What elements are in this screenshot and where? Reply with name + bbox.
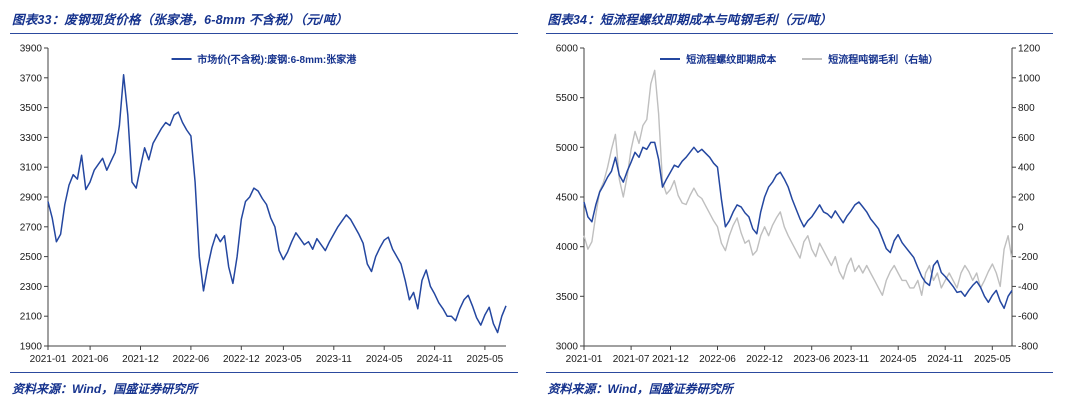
y-tick-label: 1900 — [20, 342, 43, 353]
x-tick-label: 2021-01 — [565, 354, 602, 365]
chart-svg: 3000350040004500500055006000-800-600-400… — [555, 44, 1041, 366]
chart34-legend: 短流程螺纹即期成本 短流程吨钢毛利（右轴） — [660, 51, 938, 66]
chart33-plot: 1900 2100 2300 2500 2700 2900 3100 3300 3500 3700… — [10, 36, 518, 370]
x-tick-label: 2021-12 — [122, 354, 159, 365]
chart33-legend: 市场价(不含税):废钢:6-8mm:张家港 — [171, 51, 356, 66]
y-tick-label: 4000 — [555, 242, 578, 253]
series-line — [582, 69, 1013, 296]
chart-svg: 1900 2100 2300 2500 2700 2900 3100 3300 3500 3700… — [20, 44, 507, 365]
chart-panel-scrap-price: 图表33：废钢现货价格（张家港，6-8mm 不含税）（元/吨） 市场价(不含税)… — [10, 7, 518, 399]
y-tick-label-right: 1200 — [1018, 44, 1041, 55]
series-line — [582, 141, 1013, 310]
chart34-area: 短流程螺纹即期成本 短流程吨钢毛利（右轴） 3000 3500 4000 4500 500… — [546, 36, 1054, 370]
legend-line-swatch — [171, 57, 192, 60]
y-tick-label: 3500 — [20, 103, 43, 114]
chart34-title-text: 图表34：短流程螺纹即期成本与吨钢毛利（元/吨） — [547, 13, 833, 27]
source-text: 资料来源：Wind，国盛证券研究所 — [547, 382, 733, 396]
x-tick-label: 2022-12 — [223, 354, 260, 365]
y-tick-label: 2700 — [20, 222, 43, 233]
y-tick-label: 3700 — [20, 73, 43, 84]
y-tick-label: 3500 — [555, 292, 578, 303]
y-tick-label: 5000 — [555, 143, 578, 154]
x-tick-label: 2022-06 — [699, 354, 736, 365]
legend-item: 短流程螺纹即期成本 — [660, 51, 776, 66]
x-tick-label: 2023-06 — [793, 354, 830, 365]
x-tick-label: 2023-11 — [316, 354, 352, 365]
legend-label: 市场价(不含税):废钢:6-8mm:张家港 — [197, 55, 357, 66]
y-tick-label: 3300 — [20, 133, 43, 144]
y-tick-label: 4500 — [555, 193, 578, 204]
x-tick-label: 2022-06 — [173, 354, 210, 365]
chart34-plot: 3000 3500 4000 4500 5000 5500 6000 -800 -600 -400… — [546, 36, 1054, 370]
chart33-title-text: 图表33：废钢现货价格（张家港，6-8mm 不含税）（元/吨） — [12, 13, 349, 27]
source-note-left: 资料来源：Wind，国盛证券研究所 — [10, 372, 518, 399]
x-tick-label: 2025-05 — [467, 354, 504, 365]
y-tick-label-right: 600 — [1018, 133, 1035, 144]
y-tick-label: 3000 — [555, 342, 578, 353]
y-tick-label: 2500 — [20, 252, 43, 263]
y-tick-label: 3100 — [20, 163, 43, 174]
y-tick-label: 2300 — [20, 282, 43, 293]
y-tick-label-right: -200 — [1018, 252, 1038, 263]
y-tick-label-right: 200 — [1018, 193, 1035, 204]
y-tick-label-right: 800 — [1018, 103, 1035, 114]
y-tick-label: 6000 — [555, 44, 578, 55]
x-tick-label: 2021-01 — [30, 354, 67, 365]
chart33-title: 图表33：废钢现货价格（张家港，6-8mm 不含税）（元/吨） — [10, 7, 518, 34]
series-line — [47, 74, 507, 334]
y-tick-label-right: -600 — [1018, 312, 1038, 323]
legend-label: 短流程螺纹即期成本 — [686, 55, 777, 66]
y-tick-label: 3900 — [20, 44, 43, 55]
x-tick-label: 2024-05 — [879, 354, 916, 365]
x-tick-label: 2021-06 — [72, 354, 109, 365]
legend-label: 短流程吨钢毛利（右轴） — [828, 55, 939, 66]
chart33-area: 市场价(不含税):废钢:6-8mm:张家港 1900 2100 2300 2500 27… — [10, 36, 518, 370]
legend-item: 市场价(不含税):废钢:6-8mm:张家港 — [171, 51, 356, 66]
legend-line-swatch — [660, 57, 681, 60]
x-tick-label: 2021-07 — [612, 354, 649, 365]
x-tick-label: 2022-12 — [746, 354, 783, 365]
chart-panel-rebar-cost-profit: 图表34：短流程螺纹即期成本与吨钢毛利（元/吨） 短流程螺纹即期成本 短流程吨钢毛… — [545, 7, 1054, 399]
source-note-right: 资料来源：Wind，国盛证券研究所 — [545, 372, 1053, 399]
x-tick-label: 2024-11 — [417, 354, 453, 365]
x-tick-label: 2023-11 — [833, 354, 869, 365]
y-tick-label: 5500 — [555, 93, 578, 104]
source-text: 资料来源：Wind，国盛证券研究所 — [12, 382, 198, 396]
legend-item: 短流程吨钢毛利（右轴） — [802, 51, 938, 66]
y-tick-label: 2900 — [20, 193, 43, 204]
chart34-title: 图表34：短流程螺纹即期成本与吨钢毛利（元/吨） — [545, 7, 1053, 34]
y-tick-label: 2100 — [20, 312, 43, 323]
x-tick-label: 2023-05 — [265, 354, 302, 365]
legend-line-swatch — [802, 57, 823, 60]
y-tick-label-right: 1000 — [1018, 73, 1041, 84]
y-tick-label-right: -800 — [1018, 342, 1038, 353]
x-tick-label: 2024-05 — [366, 354, 403, 365]
y-tick-label-right: -400 — [1018, 282, 1038, 293]
x-tick-label: 2025-05 — [973, 354, 1010, 365]
y-tick-label-right: 400 — [1018, 163, 1035, 174]
x-tick-label: 2021-12 — [652, 354, 689, 365]
y-tick-label-right: 0 — [1018, 222, 1024, 233]
x-tick-label: 2024-11 — [927, 354, 963, 365]
